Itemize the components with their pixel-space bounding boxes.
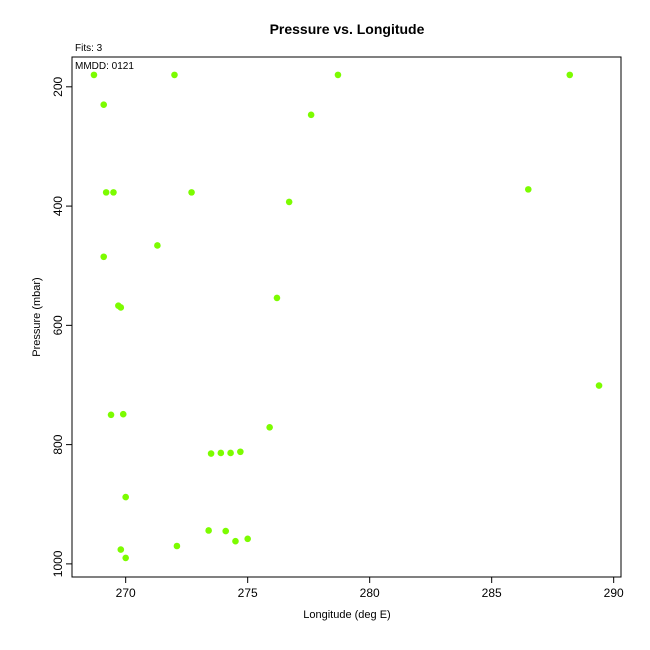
data-point: [117, 304, 125, 311]
y-axis-label: Pressure (mbar): [31, 277, 43, 356]
x-tick-label: 285: [482, 586, 502, 600]
y-axis: 200 400 600 800 1000: [51, 76, 72, 577]
y-tick-label: 1000: [51, 550, 65, 577]
data-point: [222, 527, 230, 535]
y-tick-label: 800: [51, 434, 65, 454]
data-point: [188, 189, 195, 196]
data-point: [90, 71, 98, 79]
data-point: [237, 448, 244, 456]
x-tick-label: 270: [116, 586, 136, 600]
data-point: [117, 546, 125, 553]
data-point: [566, 71, 574, 79]
data-point: [524, 186, 532, 193]
data-point: [119, 410, 127, 418]
data-point: [122, 493, 129, 501]
data-point: [122, 554, 129, 562]
data-points: [90, 71, 603, 562]
data-point: [273, 294, 281, 302]
x-axis: 270 275 280 285 290: [116, 577, 624, 600]
x-tick-label: 280: [360, 586, 380, 600]
x-tick-label: 275: [238, 586, 258, 600]
data-point: [100, 101, 108, 109]
data-point: [205, 527, 212, 534]
data-point: [227, 449, 234, 457]
plot-frame: [71, 56, 622, 578]
data-point: [100, 253, 108, 261]
data-point: [307, 111, 315, 119]
data-point: [595, 382, 603, 389]
data-point: [110, 189, 117, 196]
data-point: [107, 411, 115, 419]
data-point: [154, 242, 161, 249]
fits-annotation: Fits: 3: [75, 43, 103, 54]
data-point: [207, 450, 215, 457]
data-point: [102, 189, 110, 196]
y-tick-label: 600: [51, 315, 65, 335]
data-point: [173, 542, 181, 550]
mmdd-annotation: MMDD: 0121: [75, 61, 134, 72]
chart-title: Pressure vs. Longitude: [270, 21, 425, 37]
data-point: [232, 537, 239, 545]
data-point: [334, 71, 342, 79]
data-point: [285, 198, 293, 206]
x-tick-label: 290: [604, 586, 624, 600]
data-point: [217, 449, 225, 457]
y-tick-label: 200: [51, 76, 65, 96]
data-point: [266, 424, 273, 431]
y-tick-label: 400: [51, 196, 65, 216]
data-point: [171, 71, 178, 79]
data-point: [244, 535, 251, 543]
x-axis-label: Longitude (deg E): [303, 609, 390, 621]
